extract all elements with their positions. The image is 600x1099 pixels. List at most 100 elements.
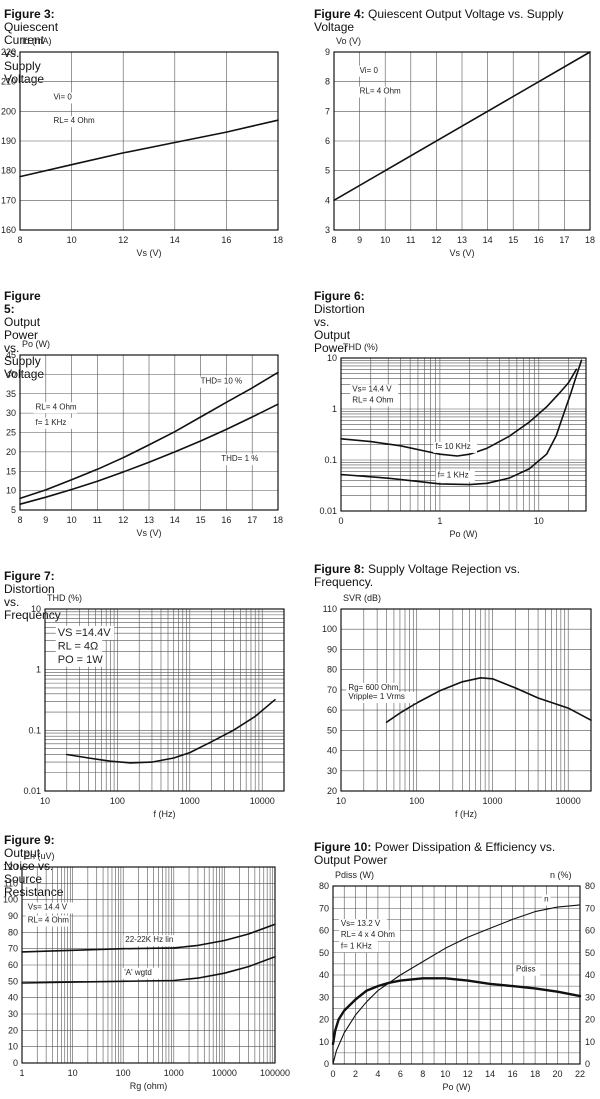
series-line xyxy=(21,923,276,953)
x-tick-label: 15 xyxy=(196,515,206,525)
plot-frame xyxy=(332,885,581,1065)
y-tick-label: 35 xyxy=(6,389,16,399)
y-tick-label: 20 xyxy=(6,447,16,457)
x-tick-label: 12 xyxy=(118,235,128,245)
figure-3-number: Figure 3: xyxy=(4,7,55,21)
figure-10-number: Figure 10: xyxy=(314,840,372,854)
x-tick-label: 20 xyxy=(553,1069,563,1079)
y-tick-label: 100 xyxy=(322,624,337,634)
y-tick-label: 0.01 xyxy=(319,506,337,516)
annotation-text: Vi= 0 xyxy=(360,66,379,75)
x-tick-label: 8 xyxy=(17,515,22,525)
y2-tick-label: 10 xyxy=(585,1037,595,1047)
annotation-bg xyxy=(55,639,103,654)
y-axis-label: THD (%) xyxy=(343,342,378,352)
y2-tick-label: 30 xyxy=(585,992,595,1002)
y-tick-label: 80 xyxy=(8,927,18,937)
x-tick-label: 2 xyxy=(353,1069,358,1079)
y-tick-label: 10 xyxy=(31,604,41,614)
annotation-bg xyxy=(433,441,477,453)
annotation-text: RL= 4 Ohm xyxy=(54,116,95,125)
figure-7-number: Figure 7: xyxy=(4,569,55,583)
x-tick-label: 9 xyxy=(357,235,362,245)
annotation-text: Pdiss xyxy=(516,965,536,974)
figure-4-title: Figure 4: Quiescent Output Voltage vs. S… xyxy=(314,8,594,34)
y-axis-label: Po (W) xyxy=(22,339,50,349)
annotation-bg xyxy=(350,395,394,407)
annotation-text: Vs= 14.4 V xyxy=(28,902,68,911)
annotation-bg xyxy=(350,384,399,396)
annotation-text: 'A' wgtd xyxy=(124,968,152,977)
y-tick-label: 190 xyxy=(1,136,16,146)
annotation-text: f= 1 KHz xyxy=(438,471,469,480)
annotation-bg xyxy=(51,92,78,104)
annotation-text: RL= 4 Ohm xyxy=(28,916,69,925)
figure-6-caption: Distortion vs. Output Power xyxy=(314,302,365,355)
x-tick-label: 18 xyxy=(273,235,283,245)
annotation-bg xyxy=(33,402,78,414)
y-tick-label: 6 xyxy=(325,136,330,146)
plot-frame xyxy=(19,51,279,231)
y-tick-label: 30 xyxy=(6,408,16,418)
annotation-text: VS =14.4V xyxy=(58,627,112,639)
x-axis-label: Vs (V) xyxy=(136,248,161,258)
x-tick-label: 16 xyxy=(221,235,231,245)
x-tick-label: 8 xyxy=(331,235,336,245)
figure-10-caption: Power Dissipation & Efficiency vs. Outpu… xyxy=(314,840,556,867)
figure-7-title: Figure 7: Distortion vs. Frequency xyxy=(4,570,61,622)
y-tick-label: 10 xyxy=(327,353,337,363)
annotation-text: f= 1 KHz xyxy=(341,941,372,950)
annotation-bg xyxy=(346,682,399,694)
annotation-text: THD= 1 % xyxy=(221,454,258,463)
x-tick-label: 10 xyxy=(336,796,346,806)
y-tick-label: 60 xyxy=(319,926,329,936)
annotation-bg xyxy=(51,116,96,128)
x-axis-label: Rg (ohm) xyxy=(130,1081,168,1091)
y-tick-label: 10 xyxy=(6,486,16,496)
y-tick-label: 10 xyxy=(8,1042,18,1052)
series-line xyxy=(331,977,582,1046)
annotation-bg xyxy=(357,65,384,77)
y-tick-label: 50 xyxy=(327,725,337,735)
x-tick-label: 10000 xyxy=(212,1068,237,1078)
y-tick-label: 3 xyxy=(325,225,330,235)
annotation-text: 22-22K Hz lin xyxy=(125,935,173,944)
chart-group: 0 2 4 6 8 10 12 14 16 18 20 22010203040506070800102… xyxy=(319,870,595,1092)
x-tick-label: 100 xyxy=(110,796,125,806)
figure-10-title: Figure 10: Power Dissipation & Efficienc… xyxy=(314,841,594,867)
figure-3-title: Figure 3: Quiescent Current vs. Supply V… xyxy=(4,8,58,86)
y-tick-label: 0.01 xyxy=(23,786,41,796)
series-line xyxy=(21,955,276,984)
x-tick-label: 10 xyxy=(67,515,77,525)
y2-tick-label: 70 xyxy=(585,903,595,913)
annotation-text: RL = 4Ω xyxy=(58,640,99,652)
chart-group: 10 100 1000 10000 0.01 0.1 1 10 f (Hz) THD (%) VS … xyxy=(23,593,285,819)
x-tick-label: 100 xyxy=(409,796,424,806)
y-tick-label: 20 xyxy=(319,1015,329,1025)
figure-9-caption: Output Noise vs. Source Resistance xyxy=(4,846,64,899)
y-tick-label: 30 xyxy=(8,1009,18,1019)
x-tick-label: 11 xyxy=(406,235,415,245)
annotation-text: RL= 4 Ohm xyxy=(35,402,76,411)
y-tick-label: 7 xyxy=(325,106,330,116)
annotation-text: Vs= 13.2 V xyxy=(341,919,381,928)
figure-4-number: Figure 4: xyxy=(314,7,365,21)
annotation-text: f= 10 KHz xyxy=(435,442,470,451)
x-axis-label: Vs (V) xyxy=(449,248,474,258)
figure-9-number: Figure 9: xyxy=(4,833,55,847)
series-line xyxy=(19,403,279,506)
x-tick-label: 100 xyxy=(116,1068,131,1078)
y-tick-label: 45 xyxy=(6,350,16,360)
figure-3-caption: Quiescent Current vs. Supply Voltage xyxy=(4,20,59,86)
x-tick-label: 16 xyxy=(534,235,544,245)
annotation-bg xyxy=(25,915,70,927)
figure-5-number: Figure 5: xyxy=(4,289,41,316)
y2-tick-label: 60 xyxy=(585,926,595,936)
annotation-text: RL= 4 x 4 Ohm xyxy=(341,930,395,939)
annotation-text: THD= 10 % xyxy=(201,377,243,386)
y-tick-label: 40 xyxy=(327,746,337,756)
y-tick-label: 70 xyxy=(319,903,329,913)
x-tick-label: 1 xyxy=(19,1068,24,1078)
y-axis-label: Pdiss (W) xyxy=(335,870,374,880)
y-axis-label: SVR (dB) xyxy=(343,593,381,603)
